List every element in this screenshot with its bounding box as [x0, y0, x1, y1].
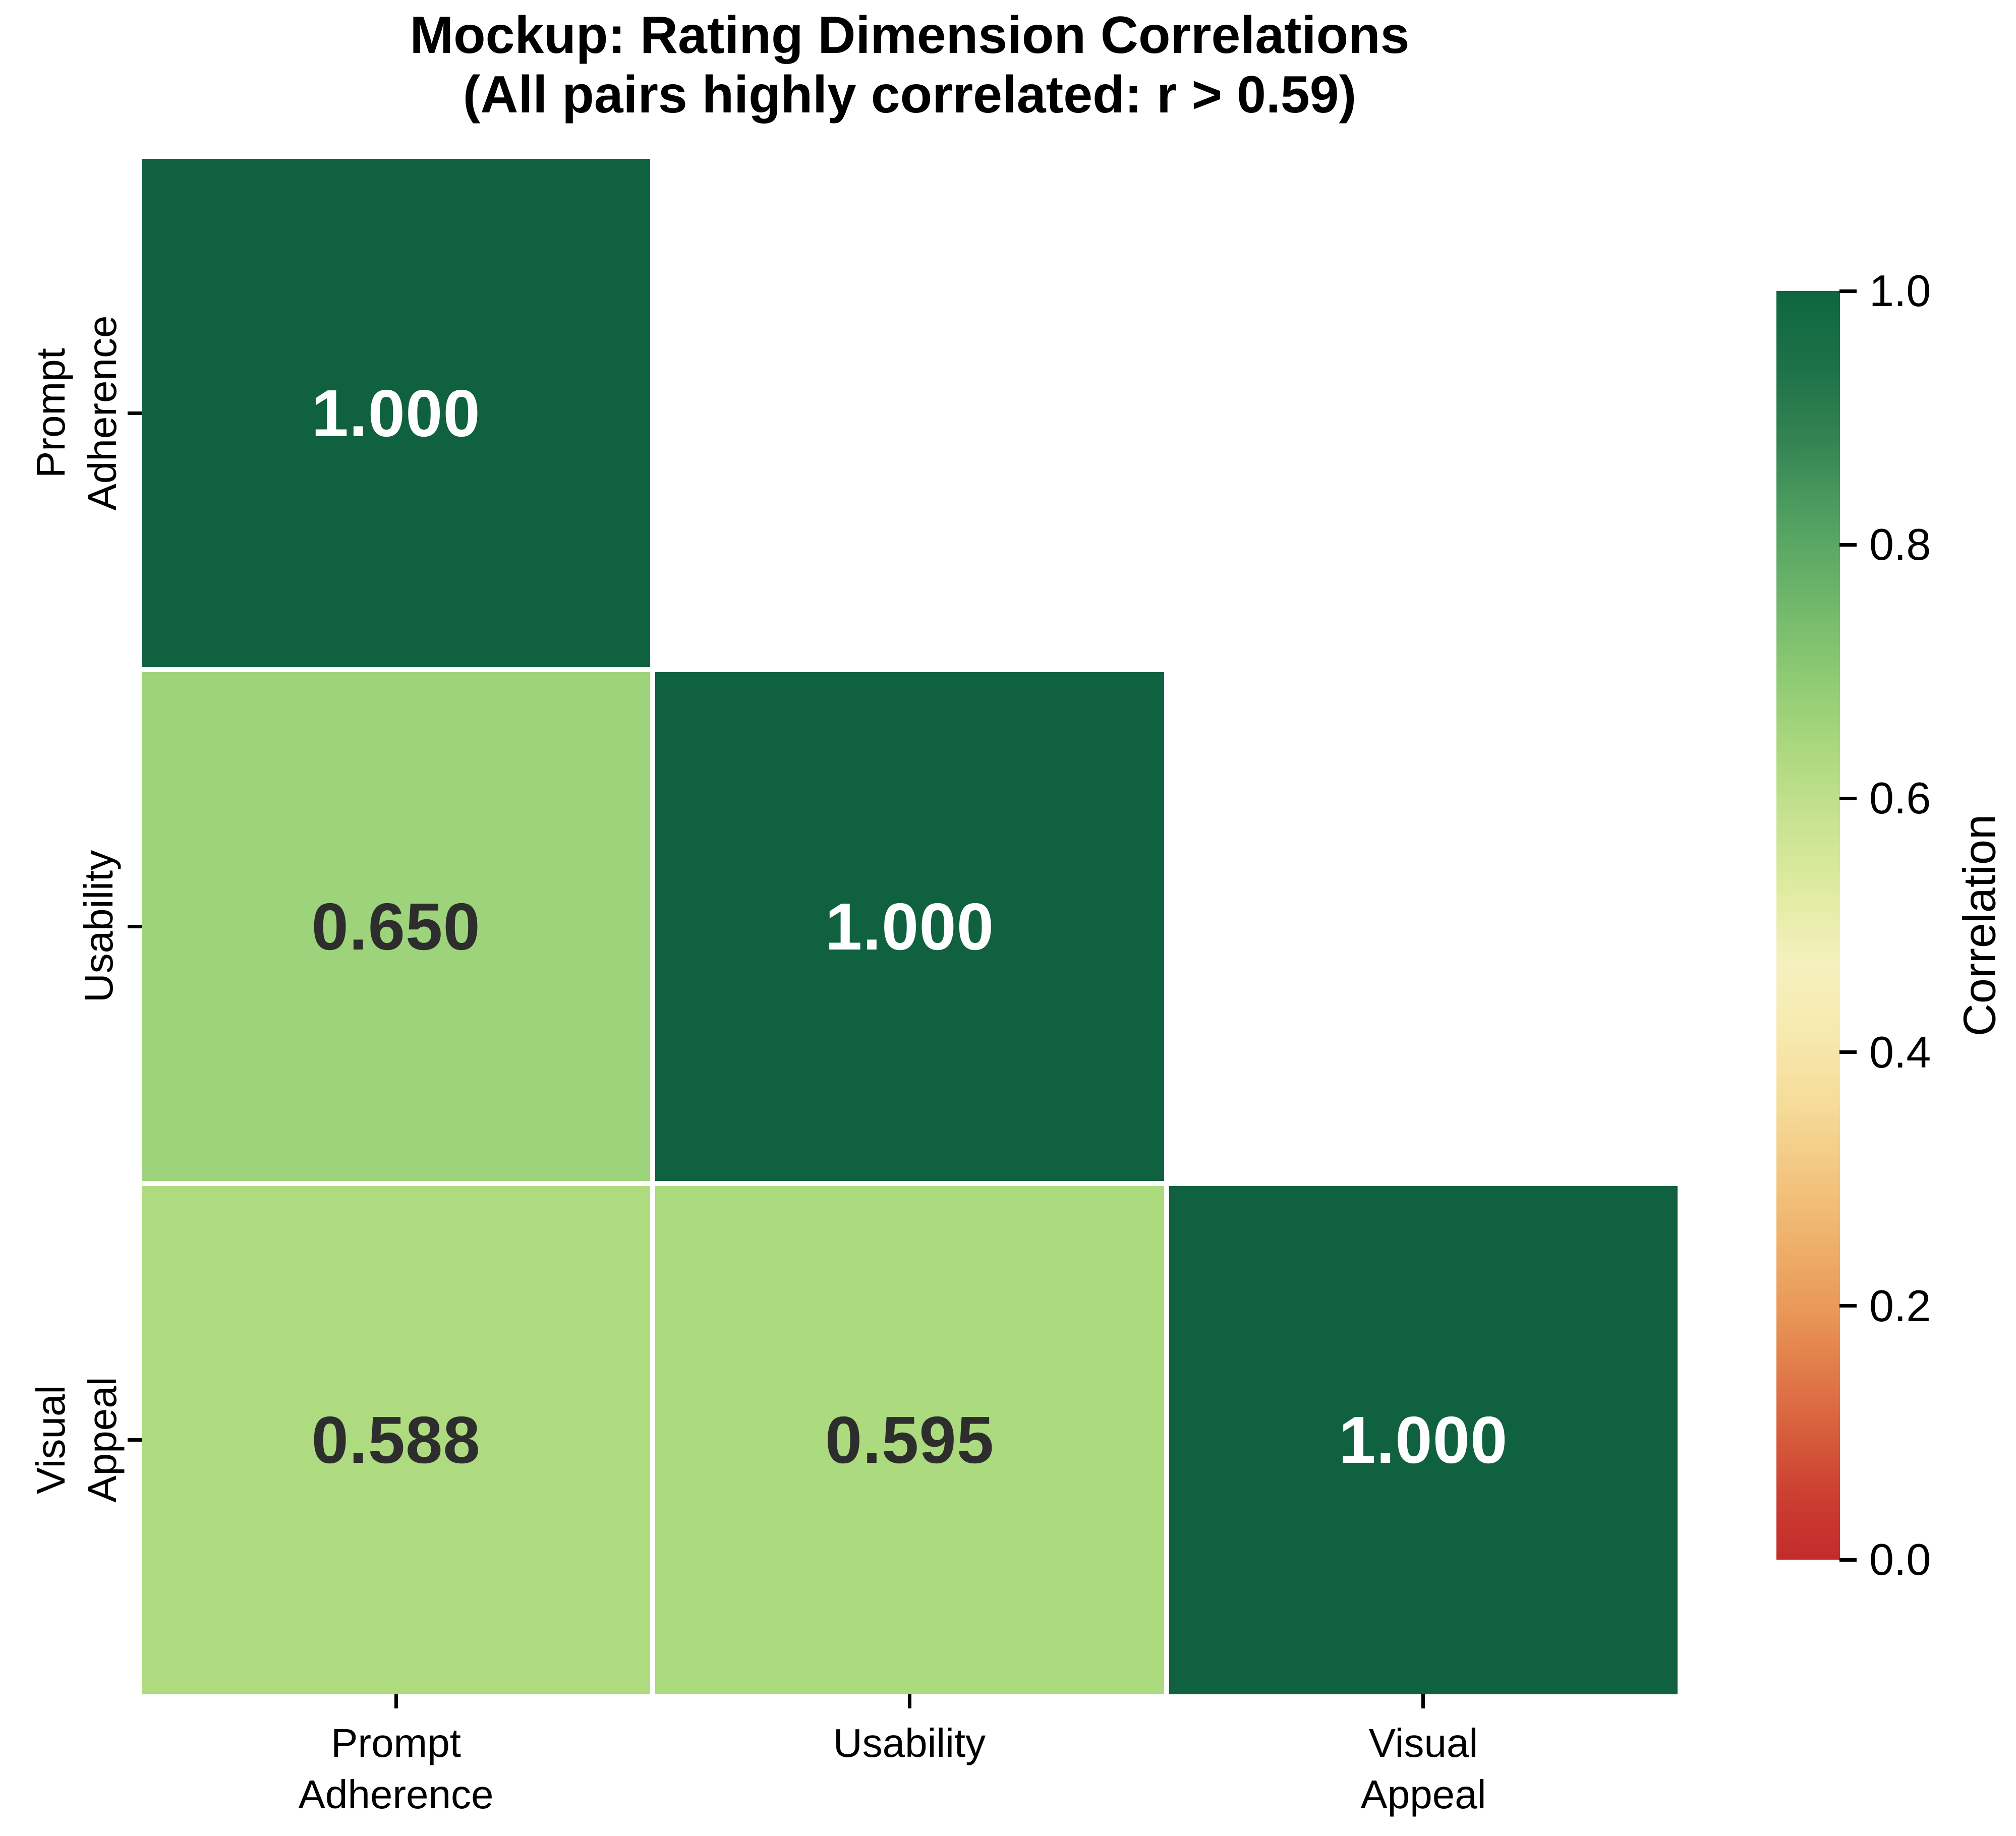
heatmap-cell-r2-c2: 1.000 — [1169, 1186, 1678, 1694]
chart-title: Mockup: Rating Dimension Correlations — [410, 6, 1410, 65]
x-tick-prompt-adherence — [394, 1694, 398, 1708]
y-tick-visual-appeal — [128, 1438, 142, 1442]
colorbar-tick-label: 0.4 — [1869, 1027, 1931, 1077]
heatmap-cell-r0-c0: 1.000 — [142, 159, 651, 668]
x-axis-label-visual-appeal: Visual Appeal — [1360, 1721, 1486, 1817]
cell-value: 1.000 — [825, 889, 995, 964]
y-axis-label-visual-appeal: Visual Appeal — [28, 1377, 125, 1503]
y-tick-usability — [128, 925, 142, 928]
heatmap-cell-r2-c0: 0.588 — [142, 1186, 651, 1694]
cell-value: 0.588 — [311, 1403, 481, 1477]
colorbar-tick — [1839, 1050, 1857, 1054]
y-axis-label-usability: Usability — [76, 850, 121, 1003]
y-axis-label-prompt-adherence: Prompt Adherence — [28, 315, 125, 511]
colorbar-tick-label: 1.0 — [1869, 266, 1931, 316]
colorbar-tick — [1839, 289, 1857, 293]
title-block: Mockup: Rating Dimension Correlations (A… — [142, 6, 1678, 125]
colorbar-tick-label: 0.8 — [1869, 519, 1931, 570]
chart-subtitle: (All pairs highly correlated: r > 0.59) — [463, 65, 1357, 124]
x-axis-label-prompt-adherence: Prompt Adherence — [298, 1721, 494, 1817]
cell-value: 0.595 — [825, 1403, 995, 1477]
heatmap-cell-r1-c0: 0.650 — [142, 672, 651, 1181]
cell-value: 0.650 — [311, 889, 481, 964]
cell-value: 1.000 — [1339, 1403, 1508, 1477]
colorbar-tick — [1839, 1558, 1857, 1562]
x-tick-usability — [908, 1694, 911, 1708]
heatmap-grid: 1.000 0.650 1.000 0.588 0.595 1.000 — [142, 159, 1678, 1694]
heatmap-cell-r1-c1: 1.000 — [655, 672, 1164, 1181]
colorbar-tick-label: 0.6 — [1869, 773, 1931, 823]
colorbar-gradient — [1776, 291, 1840, 1560]
x-axis-label-usability: Usability — [833, 1721, 986, 1765]
heatmap-cell-r2-c1: 0.595 — [655, 1186, 1164, 1694]
cell-value: 1.000 — [311, 376, 481, 450]
y-tick-prompt-adherence — [128, 411, 142, 415]
colorbar-tick — [1839, 796, 1857, 800]
x-tick-visual-appeal — [1421, 1694, 1425, 1708]
colorbar-tick — [1839, 543, 1857, 547]
colorbar-tick-label: 0.2 — [1869, 1280, 1931, 1331]
colorbar-tick-label: 0.0 — [1869, 1534, 1931, 1584]
colorbar-label: Correlation — [1954, 814, 2005, 1037]
colorbar-tick — [1839, 1304, 1857, 1308]
